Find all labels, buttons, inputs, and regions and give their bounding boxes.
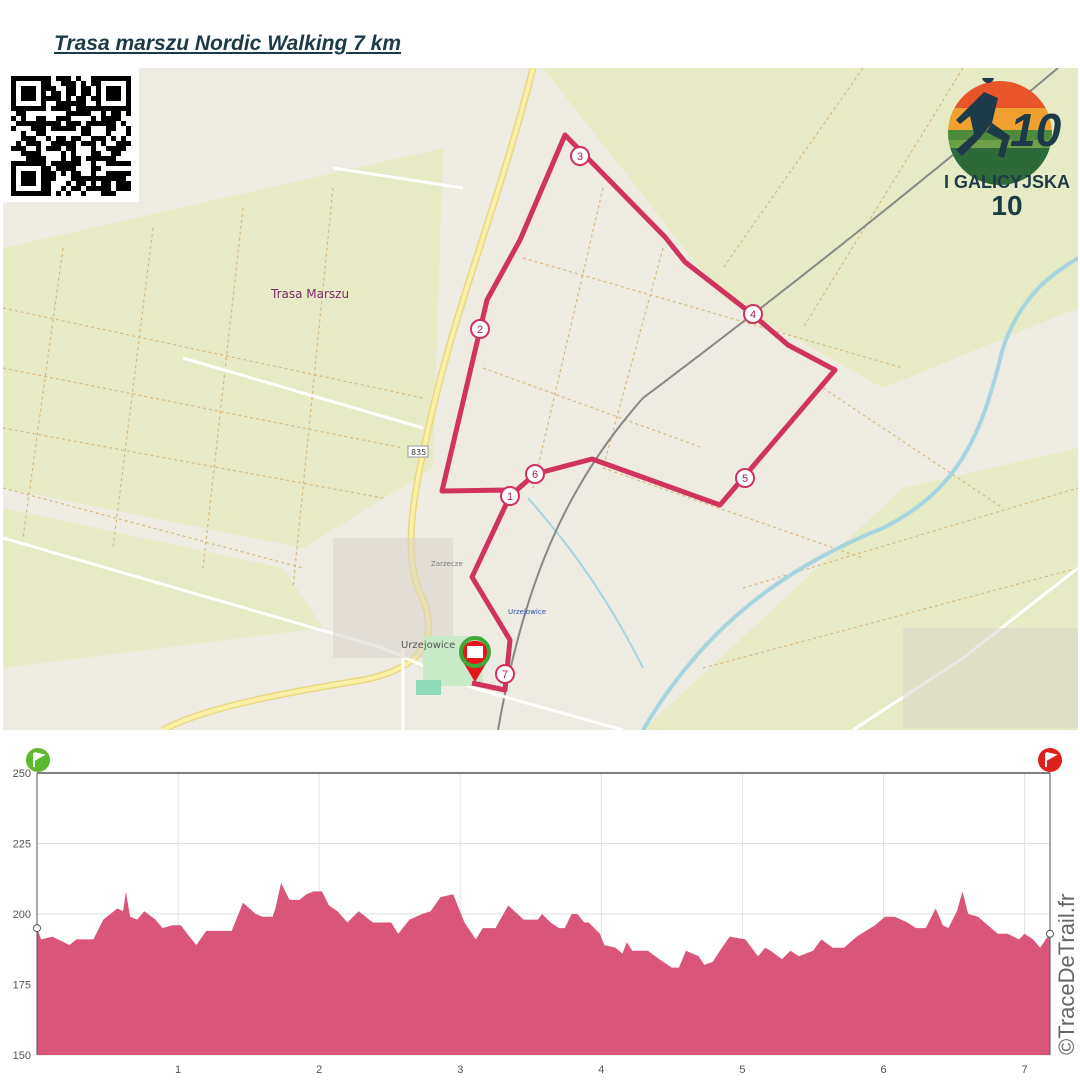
checkpoint-marker[interactable]: 6 — [525, 464, 545, 484]
finish-flag-icon[interactable] — [1038, 748, 1062, 772]
checkpoint-number: 7 — [502, 669, 508, 681]
checkpoint-number: 4 — [750, 309, 756, 321]
checkpoint-number: 6 — [532, 469, 538, 481]
route-line[interactable] — [439, 132, 838, 693]
field-boundaries — [3, 68, 1078, 669]
station-label: Urzejowice — [508, 608, 546, 616]
elevation-profile-chart[interactable]: 150 175 200 225 250 1 2 3 4 5 6 7 ©TraceDeTrail.fr — [0, 740, 1080, 1080]
railway[interactable] — [497, 68, 1059, 730]
y-tick-label: 150 — [13, 1050, 31, 1062]
checkpoint-marker[interactable]: 7 — [495, 664, 515, 684]
road-number-label: 835 — [411, 448, 426, 457]
buildings — [333, 538, 1078, 728]
logo-number: 10 — [1010, 104, 1062, 156]
y-tick-label: 200 — [13, 909, 31, 921]
logo-line2: 10 — [991, 190, 1022, 221]
page-title: Trasa marszu Nordic Walking 7 km — [54, 32, 402, 55]
x-tick-label: 1 — [175, 1064, 181, 1076]
start-flag-icon[interactable] — [26, 748, 50, 772]
river — [641, 256, 1078, 730]
qr-finder-pattern — [96, 76, 131, 111]
x-tick-label: 4 — [598, 1064, 604, 1076]
qr-finder-pattern — [11, 161, 46, 196]
checkpoint-number: 2 — [477, 324, 483, 336]
start-point-marker — [33, 924, 41, 933]
checkpoint-marker[interactable]: 1 — [500, 486, 520, 506]
runner-icon — [956, 78, 1010, 158]
route-label: Trasa Marszu — [270, 287, 349, 301]
checkpoint-number: 1 — [507, 491, 513, 503]
town-label: Urzejowice — [401, 640, 455, 651]
route-map[interactable]: 1 2 3 4 5 6 7 Trasa Marszu 835 Urzejowice Urze… — [3, 68, 1078, 730]
end-point-marker — [1046, 929, 1054, 938]
watermark: ©TraceDeTrail.fr — [1054, 894, 1079, 1055]
elevation-area — [37, 883, 1050, 1055]
checkpoint-number: 5 — [742, 473, 748, 485]
y-tick-label: 250 — [13, 768, 31, 780]
x-tick-label: 3 — [457, 1064, 463, 1076]
x-tick-label: 6 — [880, 1064, 886, 1076]
x-tick-label: 2 — [316, 1064, 322, 1076]
y-tick-label: 175 — [13, 980, 31, 992]
checkpoint-marker[interactable]: 4 — [743, 304, 763, 324]
village-part-label: Zarzecze — [431, 560, 463, 568]
checkpoint-marker[interactable]: 3 — [570, 146, 590, 166]
x-tick-label: 5 — [739, 1064, 745, 1076]
x-tick-label: 7 — [1022, 1064, 1028, 1076]
checkpoint-number: 3 — [577, 151, 583, 163]
checkpoint-marker[interactable]: 2 — [470, 319, 490, 339]
event-logo: 10 I GALICYJSKA 10 — [944, 78, 1070, 221]
qr-finder-pattern — [11, 76, 46, 111]
qr-code[interactable] — [3, 68, 139, 202]
start-finish-flag-icon[interactable] — [459, 636, 491, 682]
y-tick-label: 225 — [13, 839, 31, 851]
stream — [527, 497, 644, 669]
sports-field — [416, 680, 441, 695]
checkpoint-marker[interactable]: 5 — [735, 468, 755, 488]
logo-line1: I GALICYJSKA — [944, 172, 1070, 192]
